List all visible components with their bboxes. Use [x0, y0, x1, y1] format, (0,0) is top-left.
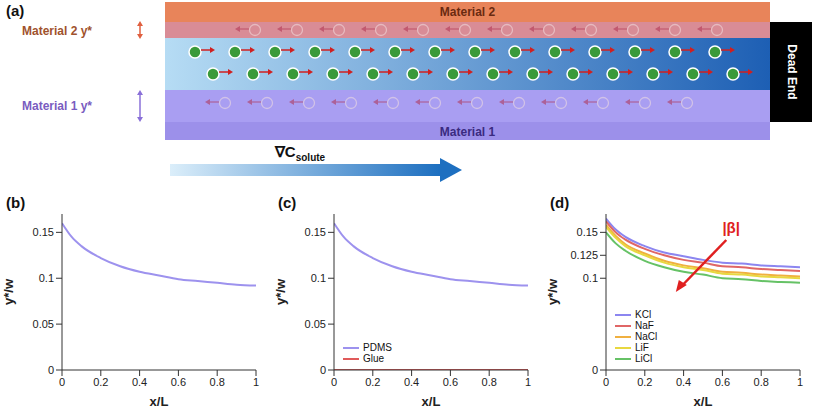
svg-text:0.1: 0.1 [583, 272, 598, 284]
svg-text:0.1: 0.1 [311, 272, 326, 284]
svg-text:0.8: 0.8 [210, 376, 225, 388]
html-text:(c): (c) [278, 194, 297, 211]
html-text:KCl: KCl [635, 309, 652, 320]
html-text:LiCl: LiCl [635, 353, 653, 364]
svg-text:0.15: 0.15 [305, 226, 326, 238]
svg-text:0: 0 [592, 364, 598, 376]
svg-text:0.8: 0.8 [754, 376, 769, 388]
svg-text:Material 2 y*: Material 2 y* [22, 24, 92, 38]
svg-text:0.1: 0.1 [39, 272, 54, 284]
svg-text:y*/w: y*/w [2, 278, 16, 305]
svg-text:x/L: x/L [694, 394, 713, 409]
html-text:Glue: Glue [363, 353, 385, 364]
svg-text:0.4: 0.4 [676, 376, 691, 388]
svg-text:0.05: 0.05 [33, 318, 54, 330]
svg-text:(a): (a) [6, 2, 24, 19]
html-text:(b): (b) [6, 194, 26, 211]
svg-text:1: 1 [525, 376, 531, 388]
svg-text:0.2: 0.2 [365, 376, 380, 388]
html-text:NaCl: NaCl [635, 331, 658, 342]
svg-text:∇Csolute: ∇Csolute [274, 143, 326, 163]
svg-text:1: 1 [797, 376, 803, 388]
svg-text:0: 0 [603, 376, 609, 388]
svg-text:x/L: x/L [422, 394, 441, 409]
svg-text:0.2: 0.2 [93, 376, 108, 388]
svg-text:0.6: 0.6 [443, 376, 458, 388]
svg-text:0.15: 0.15 [577, 226, 598, 238]
svg-text:|β|: |β| [722, 219, 740, 236]
svg-text:Material 1 y*: Material 1 y* [22, 99, 92, 113]
svg-text:0.4: 0.4 [132, 376, 147, 388]
svg-text:0.125: 0.125 [570, 249, 598, 261]
svg-text:0: 0 [320, 364, 326, 376]
svg-text:1: 1 [253, 376, 259, 388]
svg-text:0: 0 [48, 364, 54, 376]
svg-text:Dead End: Dead End [785, 44, 799, 99]
html-text:LiF: LiF [635, 342, 649, 353]
svg-text:0.4: 0.4 [404, 376, 419, 388]
svg-text:0.8: 0.8 [482, 376, 497, 388]
svg-text:0.6: 0.6 [171, 376, 186, 388]
svg-text:x/L: x/L [150, 394, 169, 409]
svg-text:0.6: 0.6 [715, 376, 730, 388]
html-text:(d): (d) [550, 194, 570, 211]
svg-text:0: 0 [331, 376, 337, 388]
svg-text:0.15: 0.15 [33, 226, 54, 238]
svg-text:0.05: 0.05 [305, 318, 326, 330]
svg-text:y*/w: y*/w [274, 278, 288, 305]
svg-text:Material 2: Material 2 [440, 5, 496, 19]
html-text:NaF: NaF [635, 320, 654, 331]
svg-text:0: 0 [59, 376, 65, 388]
html-text:PDMS: PDMS [363, 342, 392, 353]
svg-text:y*/w: y*/w [546, 278, 560, 305]
svg-text:Material 1: Material 1 [440, 125, 496, 139]
svg-text:0.2: 0.2 [637, 376, 652, 388]
